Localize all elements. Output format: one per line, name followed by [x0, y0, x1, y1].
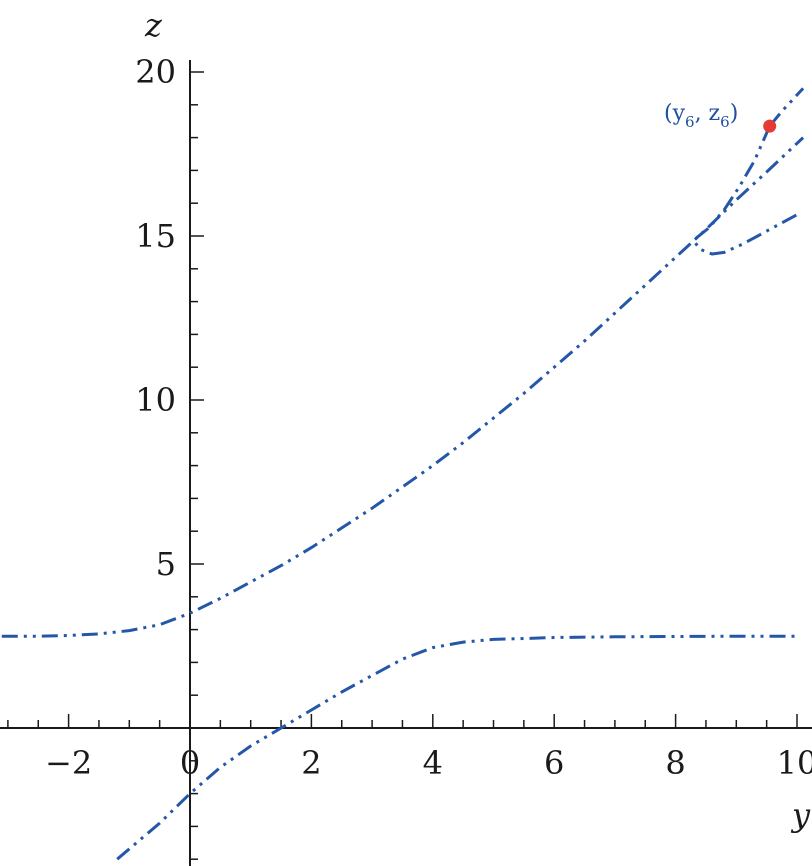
y-tick-label: 10	[135, 381, 176, 419]
y-tick-label: 20	[135, 53, 176, 91]
x-tick-label: 6	[544, 744, 564, 782]
x-tick-label: 10	[777, 744, 812, 782]
x-tick-label: 0	[180, 744, 200, 782]
point-annotation: (y6, z6)	[664, 101, 738, 131]
x-tick-label: 2	[301, 744, 321, 782]
highlight-point	[763, 119, 777, 133]
y-tick-label: 15	[135, 217, 176, 255]
x-tick-label: −2	[45, 744, 92, 782]
y-axis-label: z	[144, 6, 163, 44]
x-tick-label: 8	[665, 744, 685, 782]
axes: −2 0 2 4 6 8 10 5 10 15 20	[0, 53, 812, 866]
series-curve-2	[116, 634, 797, 861]
x-tick-label: 4	[423, 744, 443, 782]
series-curve-4	[768, 87, 805, 128]
x-axis-label: y	[790, 796, 811, 834]
series-curve-1	[1, 136, 805, 638]
series-curve-3	[692, 125, 798, 256]
y-tick-label: 5	[156, 545, 176, 583]
marker-layer	[763, 119, 777, 133]
